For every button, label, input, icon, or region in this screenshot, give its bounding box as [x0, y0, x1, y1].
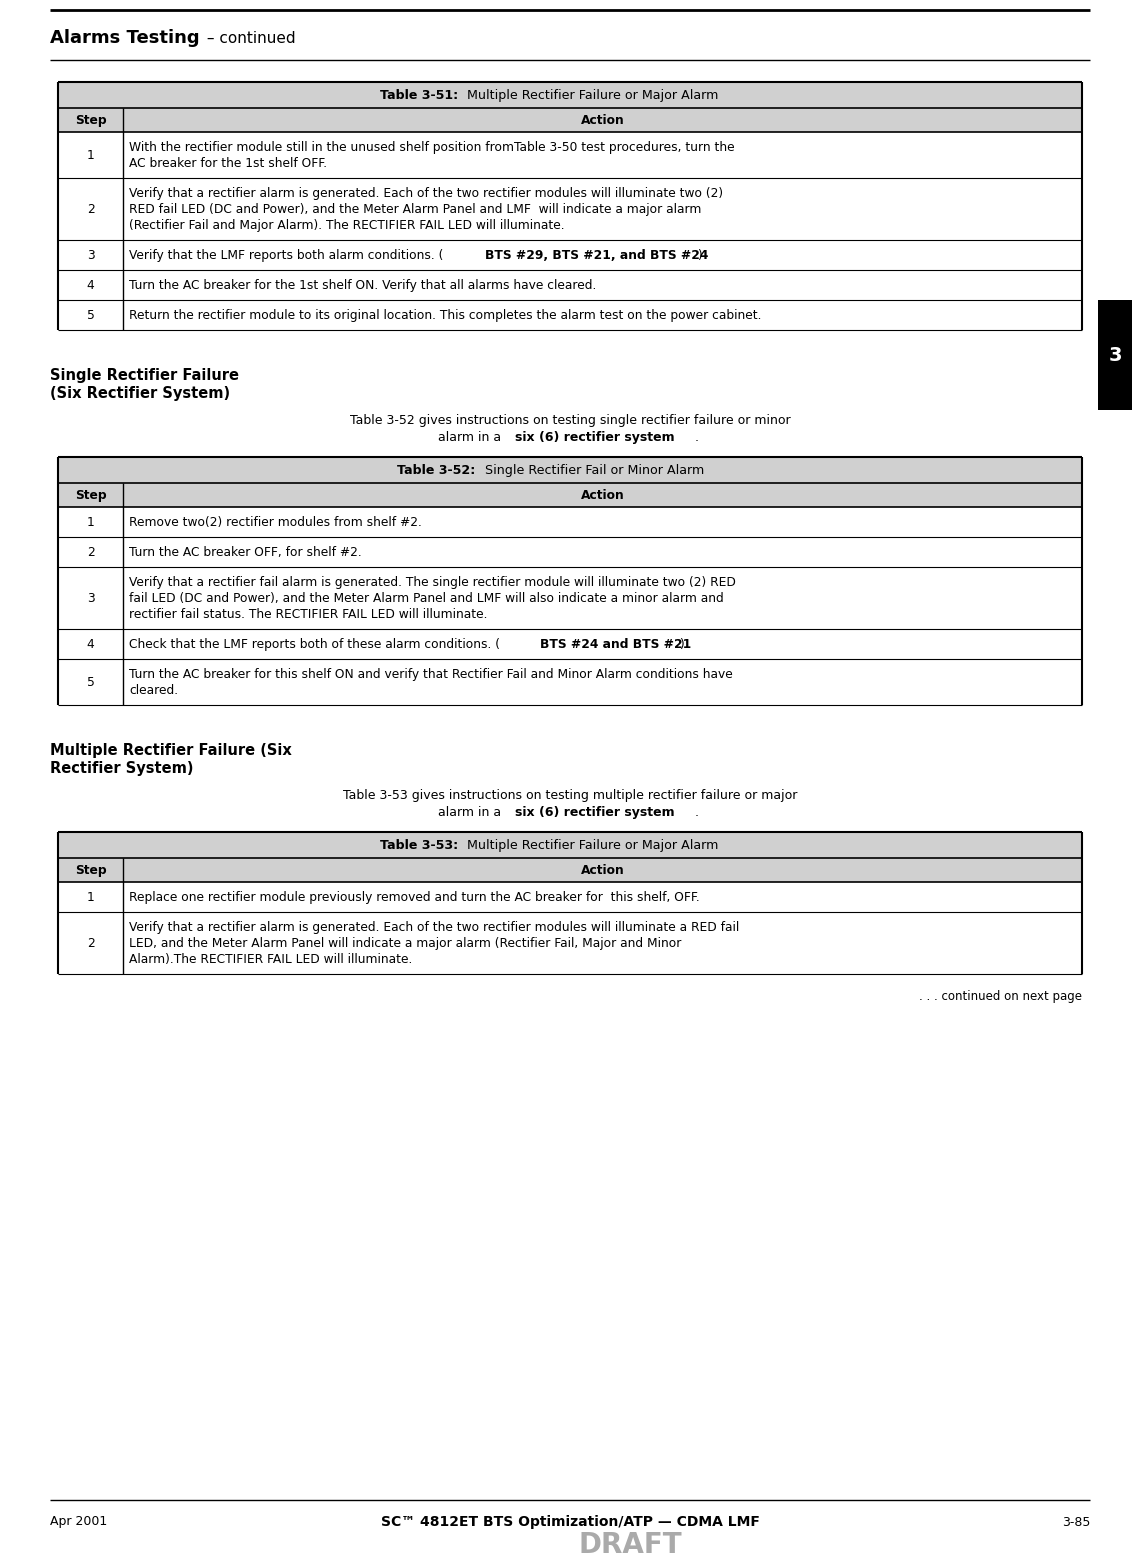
- Text: Check that the LMF reports both of these alarm conditions. (: Check that the LMF reports both of these…: [129, 637, 500, 651]
- Text: Step: Step: [75, 864, 106, 877]
- Text: cleared.: cleared.: [129, 684, 178, 696]
- Text: Apr 2001: Apr 2001: [50, 1515, 107, 1529]
- Text: . . . continued on next page: . . . continued on next page: [919, 990, 1082, 1003]
- Text: Remove two(2) rectifier modules from shelf #2.: Remove two(2) rectifier modules from she…: [129, 515, 422, 528]
- Text: BTS #24 and BTS #21: BTS #24 and BTS #21: [539, 637, 691, 651]
- Bar: [58, 858, 1082, 881]
- Text: Action: Action: [580, 114, 625, 126]
- Bar: [58, 107, 1082, 132]
- Text: (Six Rectifier System): (Six Rectifier System): [50, 386, 230, 402]
- Text: alarm in a: alarm in a: [438, 805, 505, 819]
- Text: Verify that a rectifier fail alarm is generated. The single rectifier module wil: Verify that a rectifier fail alarm is ge…: [129, 576, 736, 589]
- Bar: [58, 483, 1082, 508]
- Bar: [58, 83, 1082, 107]
- Text: .: .: [695, 805, 699, 819]
- Text: 3: 3: [87, 249, 95, 262]
- Text: BTS #29, BTS #21, and BTS #24: BTS #29, BTS #21, and BTS #24: [484, 249, 708, 262]
- Text: (Rectifier Fail and Major Alarm). The RECTIFIER FAIL LED will illuminate.: (Rectifier Fail and Major Alarm). The RE…: [129, 218, 564, 232]
- Text: Multiple Rectifier Failure or Major Alarm: Multiple Rectifier Failure or Major Alar…: [463, 89, 718, 101]
- Text: 5: 5: [87, 676, 95, 688]
- Text: 5: 5: [87, 308, 95, 321]
- Text: six (6) rectifier system: six (6) rectifier system: [515, 430, 675, 444]
- Text: ): ): [698, 249, 702, 262]
- Text: 4: 4: [87, 279, 95, 291]
- Text: 3: 3: [87, 592, 95, 604]
- Text: rectifier fail status. The RECTIFIER FAIL LED will illuminate.: rectifier fail status. The RECTIFIER FAI…: [129, 607, 488, 621]
- Text: ): ): [679, 637, 684, 651]
- Text: Verify that the LMF reports both alarm conditions. (: Verify that the LMF reports both alarm c…: [129, 249, 443, 262]
- Text: 1: 1: [87, 148, 95, 162]
- Text: Alarms Testing: Alarms Testing: [50, 30, 200, 47]
- Text: Table 3-52:: Table 3-52:: [398, 464, 475, 476]
- Text: 1: 1: [87, 515, 95, 528]
- Text: Single Rectifier Fail or Minor Alarm: Single Rectifier Fail or Minor Alarm: [481, 464, 705, 476]
- Text: Turn the AC breaker for the 1st shelf ON. Verify that all alarms have cleared.: Turn the AC breaker for the 1st shelf ON…: [129, 279, 596, 291]
- Text: Step: Step: [75, 489, 106, 501]
- Text: Action: Action: [580, 864, 625, 877]
- Text: alarm in a: alarm in a: [438, 430, 505, 444]
- Text: LED, and the Meter Alarm Panel will indicate a major alarm (Rectifier Fail, Majo: LED, and the Meter Alarm Panel will indi…: [129, 936, 682, 950]
- Text: – continued: – continued: [202, 31, 295, 45]
- Text: 1: 1: [87, 891, 95, 903]
- Text: Replace one rectifier module previously removed and turn the AC breaker for  thi: Replace one rectifier module previously …: [129, 891, 700, 903]
- Text: AC breaker for the 1st shelf OFF.: AC breaker for the 1st shelf OFF.: [129, 157, 327, 170]
- Text: Table 3-52 gives instructions on testing single rectifier failure or minor: Table 3-52 gives instructions on testing…: [350, 414, 790, 427]
- Text: 4: 4: [87, 637, 95, 651]
- Text: Table 3-51:: Table 3-51:: [380, 89, 458, 101]
- Text: 2: 2: [87, 545, 95, 559]
- Text: Verify that a rectifier alarm is generated. Each of the two rectifier modules wi: Verify that a rectifier alarm is generat…: [129, 187, 723, 199]
- Text: Turn the AC breaker OFF, for shelf #2.: Turn the AC breaker OFF, for shelf #2.: [129, 545, 361, 559]
- Text: 2: 2: [87, 936, 95, 950]
- Text: Verify that a rectifier alarm is generated. Each of the two rectifier modules wi: Verify that a rectifier alarm is generat…: [129, 920, 739, 934]
- Text: six (6) rectifier system: six (6) rectifier system: [515, 805, 675, 819]
- Text: RED fail LED (DC and Power), and the Meter Alarm Panel and LMF  will indicate a : RED fail LED (DC and Power), and the Met…: [129, 202, 701, 215]
- Bar: [58, 831, 1082, 858]
- Text: Single Rectifier Failure: Single Rectifier Failure: [50, 367, 239, 383]
- Text: Multiple Rectifier Failure or Major Alarm: Multiple Rectifier Failure or Major Alar…: [463, 839, 718, 852]
- Text: Rectifier System): Rectifier System): [50, 761, 194, 775]
- Text: Return the rectifier module to its original location. This completes the alarm t: Return the rectifier module to its origi…: [129, 308, 762, 321]
- Bar: [1098, 301, 1132, 409]
- Text: 3: 3: [1108, 346, 1122, 364]
- Text: Alarm).The RECTIFIER FAIL LED will illuminate.: Alarm).The RECTIFIER FAIL LED will illum…: [129, 953, 413, 965]
- Text: 2: 2: [87, 202, 95, 215]
- Text: Action: Action: [580, 489, 625, 501]
- Text: Turn the AC breaker for this shelf ON and verify that Rectifier Fail and Minor A: Turn the AC breaker for this shelf ON an…: [129, 668, 733, 680]
- Text: 3-85: 3-85: [1061, 1515, 1090, 1529]
- Text: With the rectifier module still in the unused shelf position fromTable 3-50 test: With the rectifier module still in the u…: [129, 140, 734, 154]
- Text: Multiple Rectifier Failure (Six: Multiple Rectifier Failure (Six: [50, 743, 292, 758]
- Text: Step: Step: [75, 114, 106, 126]
- Text: SC™ 4812ET BTS Optimization/ATP — CDMA LMF: SC™ 4812ET BTS Optimization/ATP — CDMA L…: [381, 1515, 759, 1529]
- Text: .: .: [695, 430, 699, 444]
- Text: fail LED (DC and Power), and the Meter Alarm Panel and LMF will also indicate a : fail LED (DC and Power), and the Meter A…: [129, 592, 724, 604]
- Bar: [58, 458, 1082, 483]
- Text: Table 3-53 gives instructions on testing multiple rectifier failure or major: Table 3-53 gives instructions on testing…: [343, 788, 797, 802]
- Text: DRAFT: DRAFT: [578, 1531, 682, 1557]
- Text: Table 3-53:: Table 3-53:: [380, 839, 458, 852]
